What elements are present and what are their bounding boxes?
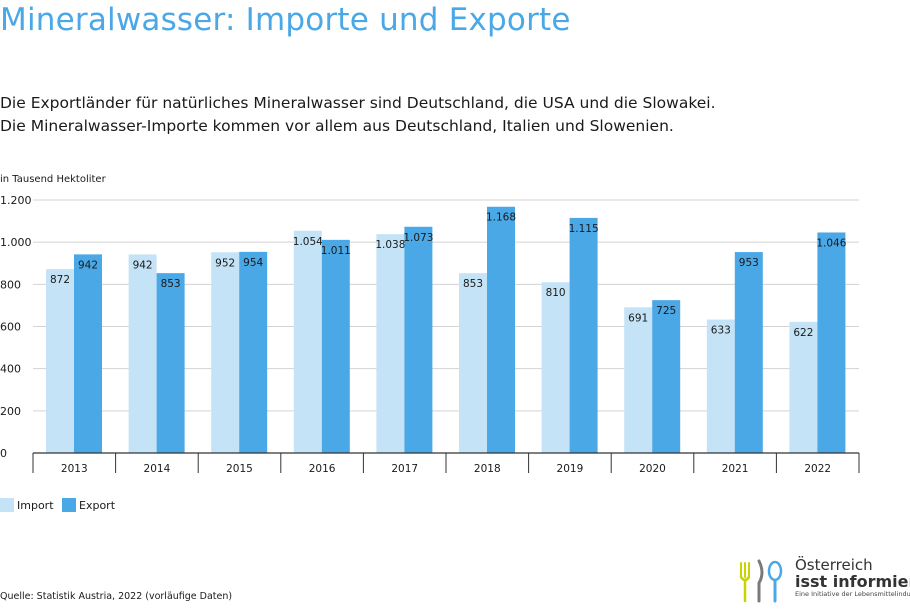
data-label-export: 853 [161,278,181,290]
data-label-export: 954 [243,257,263,269]
bar-import [376,234,405,453]
cutlery-icon [739,559,783,603]
bar-export [404,226,433,453]
bar-export [74,254,102,453]
y-tick-label: 600 [0,321,21,334]
x-tick-label: 2019 [557,463,584,475]
bar-import [789,321,818,453]
x-tick-label: 2022 [804,463,831,475]
data-label-export: 953 [739,257,759,269]
data-label-import: 942 [133,259,153,271]
data-label-export: 1.046 [816,237,846,249]
data-label-export: 725 [656,305,676,317]
x-tick-label: 2016 [309,463,336,475]
source-note: Quelle: Statistik Austria, 2022 (vorläuf… [0,591,233,602]
data-label-import: 633 [711,325,731,337]
data-label-export: 1.168 [486,212,516,224]
logo: Österreich isst informiert Eine Initiati… [735,557,910,605]
y-tick-label: 200 [0,405,21,418]
bar-export [817,232,846,453]
y-tick-label: 0 [0,447,7,460]
x-tick-label: 2015 [226,463,253,475]
data-label-import: 952 [215,257,235,269]
bar-import [624,307,653,453]
data-label-export: 1.073 [403,232,433,244]
bar-export [487,206,515,453]
data-label-export: 942 [78,259,98,271]
subtitle-line-2: Die Mineralwasser-Importe kommen vor all… [0,117,674,135]
data-label-export: 1.011 [321,245,351,257]
x-tick-label: 2021 [722,463,749,475]
bar-export [321,239,350,453]
x-tick-label: 2017 [391,463,418,475]
bar-import [211,252,240,453]
data-label-import: 853 [463,278,483,290]
y-tick-label: 800 [0,278,21,291]
y-axis-label: in Tausend Hektoliter [0,174,107,185]
logo-line-1: Österreich [795,556,873,574]
data-label-import: 691 [628,312,648,324]
x-tick-label: 2014 [144,463,171,475]
x-tick-label: 2018 [474,463,501,475]
legend-import-swatch [0,498,14,512]
data-label-import: 872 [50,274,70,286]
subtitle-line-1: Die Exportländer für natürliches Mineral… [0,94,716,112]
data-label-import: 622 [793,327,813,339]
bar-export [569,217,598,453]
bar-export [239,251,268,453]
logo-line-2: isst informiert [795,572,910,591]
chart-title: Mineralwasser: Importe und Exporte [0,2,571,38]
y-tick-label: 400 [0,363,21,376]
bar-import [293,230,322,453]
bar-import [541,282,570,453]
y-tick-label: 1.200 [0,194,32,207]
x-tick-label: 2013 [61,463,88,475]
legend-export-swatch [62,498,76,512]
chart-subtitle: Die Exportländer für natürliches Mineral… [0,92,905,138]
bar-export [156,273,185,453]
bar-export [652,300,681,453]
bar-import [128,254,157,453]
y-tick-label: 1.000 [0,236,32,249]
legend-import-label: Import [17,499,54,512]
bar-export [734,252,763,453]
legend-export-label: Export [79,499,116,512]
data-label-import: 1.054 [293,236,323,248]
data-label-import: 810 [546,287,566,299]
data-label-import: 1.038 [375,239,405,251]
logo-line-3: Eine Initiative der Lebensmittelindustri… [795,590,910,598]
bar-import [46,269,74,453]
x-tick-label: 2020 [639,463,666,475]
bar-import [459,273,487,453]
bar-import [706,319,735,453]
data-label-export: 1.115 [569,223,599,235]
